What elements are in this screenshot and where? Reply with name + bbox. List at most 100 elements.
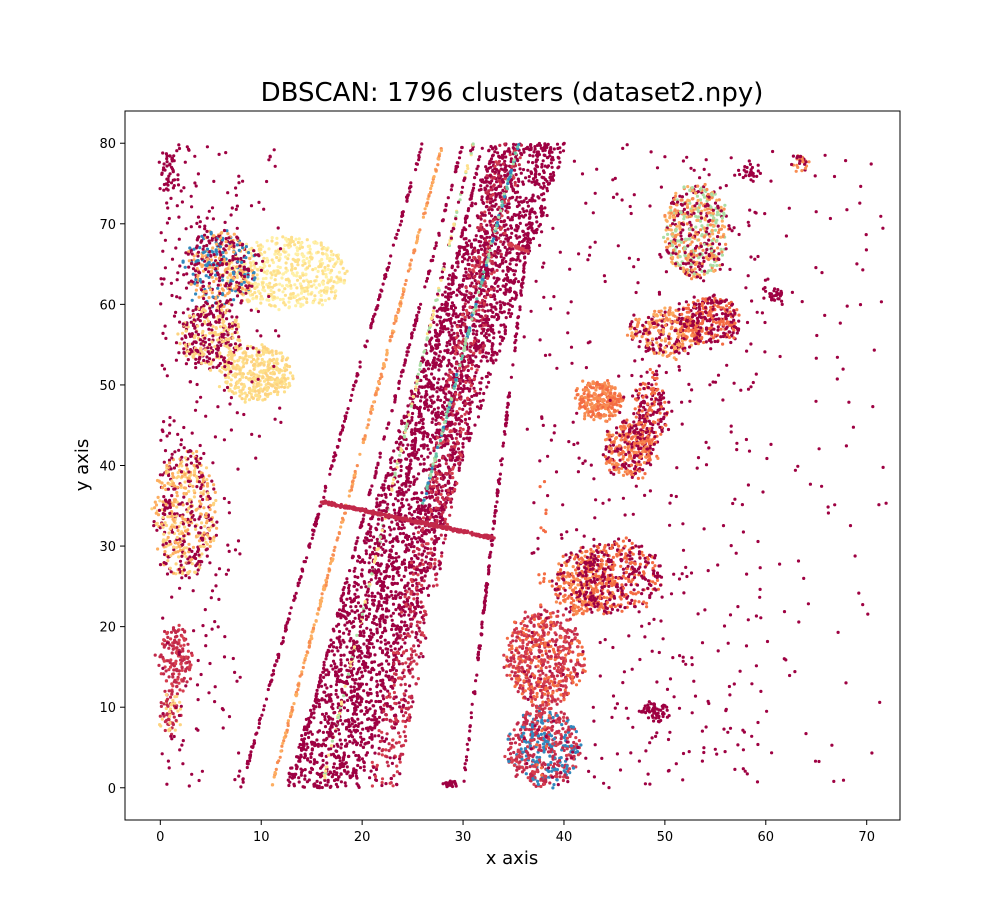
scatter-point: [464, 380, 468, 384]
scatter-point: [335, 646, 339, 650]
scatter-point: [448, 513, 452, 517]
scatter-point: [380, 493, 384, 497]
scatter-point: [353, 681, 357, 685]
scatter-point: [428, 323, 433, 327]
scatter-point: [245, 765, 249, 770]
scatter-point: [322, 495, 326, 499]
scatter-point: [332, 762, 336, 766]
scatter-point: [414, 388, 418, 392]
scatter-point: [455, 481, 459, 485]
scatter-point: [388, 338, 392, 342]
scatter-point: [312, 784, 316, 788]
scatter-point: [415, 624, 419, 628]
scatter-point: [508, 314, 512, 319]
scatter-point: [420, 543, 424, 547]
scatter-point: [401, 523, 405, 527]
scatter-point: [440, 489, 444, 493]
scatter-point: [466, 368, 470, 373]
scatter-point: [471, 328, 476, 332]
scatter-point: [521, 207, 525, 211]
scatter-point: [362, 609, 366, 613]
scatter-point: [460, 414, 464, 418]
scatter-point: [495, 289, 499, 293]
scatter-point: [260, 713, 264, 717]
scatter-point: [403, 682, 407, 687]
scatter-point: [401, 703, 406, 708]
scatter-point: [341, 592, 345, 597]
scatter-point: [491, 310, 495, 314]
scatter-point: [363, 434, 367, 438]
scatter-point: [385, 717, 389, 722]
scatter-point: [518, 221, 522, 225]
scatter-point: [402, 558, 407, 562]
scatter-point: [479, 223, 483, 227]
scatter-point: [305, 727, 309, 731]
scatter-point: [355, 640, 359, 644]
scatter-point: [469, 383, 473, 387]
scatter-point: [286, 719, 290, 723]
scatter-point: [493, 204, 497, 208]
scatter-point: [333, 545, 337, 549]
scatter-point: [443, 517, 448, 521]
scatter-point: [448, 474, 452, 478]
scatter-point: [503, 292, 507, 296]
scatter-point: [321, 758, 325, 763]
scatter-point: [504, 155, 508, 159]
scatter-point: [504, 260, 508, 264]
scatter-point: [433, 534, 437, 538]
scatter-point: [343, 664, 347, 668]
scatter-point: [323, 725, 328, 729]
scatter-point: [415, 662, 419, 666]
scatter-point: [457, 345, 461, 349]
scatter-point: [557, 156, 561, 160]
scatter-point: [545, 189, 550, 193]
scatter-point: [343, 691, 347, 695]
scatter-point: [379, 595, 383, 599]
scatter-point: [489, 356, 493, 361]
scatter-point: [414, 385, 418, 389]
scatter-point: [350, 673, 355, 677]
scatter-point: [436, 395, 440, 399]
scatter-point: [506, 269, 510, 273]
scatter-point: [460, 260, 465, 264]
scatter-point: [393, 511, 397, 515]
scatter-point: [459, 329, 463, 333]
scatter-point: [473, 336, 477, 340]
scatter-point: [515, 236, 519, 240]
scatter-point: [308, 770, 312, 774]
scatter-point: [429, 404, 433, 409]
scatter-point: [292, 784, 296, 788]
scatter-point: [438, 315, 443, 319]
scatter-point: [490, 315, 494, 319]
scatter-point: [399, 676, 403, 680]
scatter-point: [339, 718, 343, 723]
scatter-point: [450, 324, 454, 328]
scatter-point: [377, 746, 381, 750]
scatter-point: [415, 620, 420, 624]
scatter-point: [370, 666, 375, 671]
scatter-point: [471, 186, 476, 190]
scatter-point: [406, 665, 410, 669]
scatter-point: [420, 528, 424, 533]
scatter-point: [281, 741, 285, 745]
scatter-point: [417, 655, 421, 659]
scatter-point: [494, 147, 498, 151]
scatter-point: [309, 715, 313, 719]
scatter-point: [317, 784, 321, 788]
scatter-point: [309, 752, 313, 756]
scatter-point: [356, 763, 360, 768]
scatter-point: [401, 210, 405, 214]
scatter-point: [438, 515, 442, 519]
scatter-point: [385, 732, 389, 736]
scatter-point: [450, 301, 454, 305]
scatter-point: [450, 350, 455, 354]
scatter-point: [400, 370, 404, 374]
scatter-point: [482, 264, 486, 268]
scatter-point: [384, 670, 389, 674]
scatter-point: [304, 653, 308, 658]
scatter-point: [284, 628, 288, 632]
scatter-point: [379, 705, 383, 709]
scatter-point: [516, 280, 521, 284]
scatter-point: [428, 504, 432, 508]
scatter-point: [347, 583, 351, 588]
